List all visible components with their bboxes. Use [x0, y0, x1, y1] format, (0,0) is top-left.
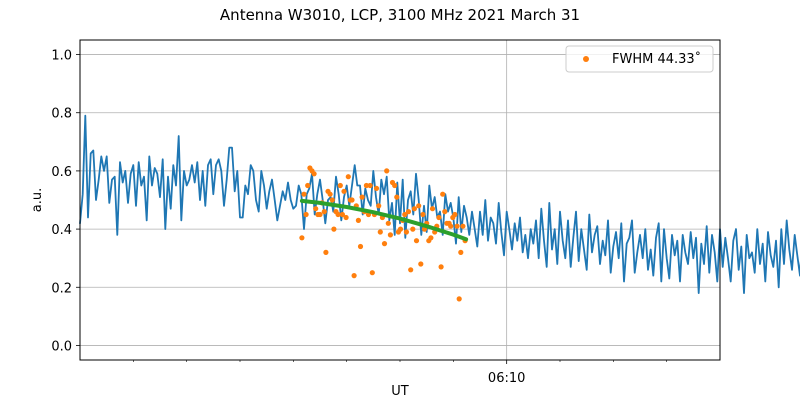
- fwhm-point: [323, 249, 329, 255]
- fwhm-point: [405, 209, 412, 215]
- fwhm-point: [387, 232, 393, 238]
- fwhm-point: [436, 214, 442, 221]
- fwhm-point: [402, 211, 408, 218]
- fwhm-point: [313, 206, 319, 212]
- fwhm-point: [359, 194, 365, 200]
- fwhm-point: [331, 226, 337, 232]
- fwhm-point: [376, 203, 382, 209]
- plot-area: [79, 114, 800, 302]
- y-axis: 0.0 0.2 0.4 0.6 0.8 1.0: [51, 49, 80, 354]
- y-tick-label: 1.0: [51, 49, 72, 64]
- axes-frame: [79, 39, 721, 361]
- fwhm-point: [408, 267, 414, 273]
- fwhm-point: [403, 229, 409, 235]
- y-tick-label: 0.4: [51, 223, 72, 238]
- fwhm-point: [357, 243, 364, 250]
- fwhm-point: [438, 264, 444, 270]
- fwhm-point: [384, 168, 390, 174]
- y-tick-label: 0.0: [51, 339, 72, 354]
- fwhm-point: [392, 182, 398, 189]
- fwhm-point: [369, 270, 375, 276]
- fwhm-point: [363, 182, 369, 189]
- fwhm-point: [411, 206, 417, 212]
- fwhm-point: [373, 185, 380, 191]
- fwhm-point: [317, 211, 323, 218]
- fwhm-point: [335, 211, 341, 218]
- legend-marker: [583, 56, 589, 62]
- fwhm-point: [343, 214, 349, 221]
- fwhm-point: [351, 273, 357, 279]
- fwhm-point: [299, 235, 305, 241]
- legend-label: FWHM 44.33˚: [612, 51, 701, 67]
- legend: FWHM 44.33˚: [565, 45, 714, 73]
- fwhm-point: [416, 203, 422, 209]
- fwhm-point: [420, 211, 426, 218]
- fwhm-point: [345, 174, 351, 180]
- fwhm-point: [377, 229, 383, 235]
- fwhm-point: [397, 226, 404, 232]
- fwhm-point: [355, 217, 361, 223]
- chart-title: Antenna W3010, LCP, 3100 MHz 2021 March …: [220, 6, 580, 24]
- fwhm-point: [460, 223, 466, 229]
- fit-line: [299, 198, 469, 242]
- x-tick-label: 06:10: [488, 371, 525, 386]
- fwhm-point: [303, 211, 309, 218]
- fwhm-point: [418, 261, 424, 267]
- fwhm-point: [337, 182, 343, 189]
- fwhm-point: [311, 171, 317, 177]
- legend-frame: [565, 45, 714, 73]
- fwhm-point: [448, 223, 454, 229]
- fwhm-point: [327, 191, 333, 197]
- fwhm-point: [428, 235, 434, 241]
- fwhm-point: [341, 188, 347, 194]
- fwhm-point: [349, 197, 355, 203]
- signal-line: [79, 114, 800, 295]
- fwhm-point: [442, 209, 448, 215]
- fwhm-point: [301, 191, 307, 197]
- x-axis-label: UT: [391, 384, 409, 399]
- fwhm-point: [452, 211, 458, 218]
- fwhm-point: [321, 209, 327, 215]
- fwhm-point: [305, 182, 311, 189]
- fwhm-point: [394, 194, 400, 200]
- grid-lines: [80, 40, 720, 360]
- fwhm-point: [367, 182, 373, 189]
- fwhm-point: [410, 226, 416, 232]
- y-tick-label: 0.8: [51, 107, 72, 122]
- y-tick-label: 0.2: [51, 281, 72, 296]
- y-axis-label: a.u.: [30, 188, 45, 212]
- fwhm-point: [429, 206, 436, 212]
- y-tick-label: 0.6: [51, 165, 72, 180]
- fwhm-point: [385, 220, 391, 226]
- fwhm-point: [381, 241, 388, 247]
- fwhm-point: [339, 211, 345, 218]
- fwhm-point: [440, 191, 446, 197]
- x-axis: 06:10: [133, 360, 667, 386]
- fwhm-point: [413, 238, 420, 244]
- fwhm-point: [329, 197, 335, 203]
- fwhm-point: [458, 249, 464, 255]
- fwhm-point: [456, 296, 462, 302]
- fwhm-point: [454, 223, 460, 229]
